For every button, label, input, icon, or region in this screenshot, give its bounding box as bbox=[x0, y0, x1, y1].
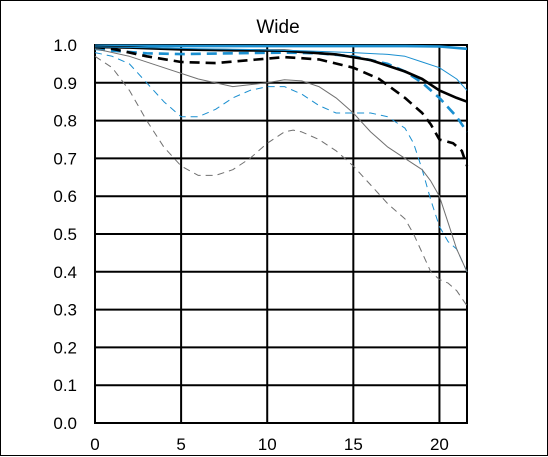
series-line bbox=[94, 52, 468, 273]
y-tick-label: 0.3 bbox=[53, 301, 77, 320]
series-line bbox=[95, 44, 468, 51]
series-lines bbox=[94, 44, 469, 307]
y-tick-label: 0.5 bbox=[53, 225, 77, 244]
x-tick-label: 10 bbox=[258, 435, 277, 454]
y-tick-label: 0.4 bbox=[53, 263, 77, 282]
x-tick-label: 0 bbox=[90, 435, 99, 454]
series-line bbox=[94, 48, 468, 273]
chart-title: Wide bbox=[256, 17, 299, 38]
series-line bbox=[94, 46, 468, 91]
x-tick-label: 20 bbox=[430, 435, 449, 454]
x-tick-label: 15 bbox=[344, 435, 363, 454]
y-tick-label: 0.7 bbox=[53, 149, 77, 168]
y-tick-label: 0.9 bbox=[53, 74, 77, 93]
x-tick-label: 5 bbox=[176, 435, 185, 454]
series-line bbox=[94, 55, 468, 307]
y-tick-label: 0.8 bbox=[53, 112, 77, 131]
grid-lines bbox=[94, 44, 468, 424]
series-line bbox=[94, 45, 469, 167]
series-line bbox=[94, 45, 468, 103]
y-tick-label: 0.2 bbox=[53, 338, 77, 357]
y-tick-label: 0.0 bbox=[53, 414, 77, 433]
y-tick-label: 0.1 bbox=[53, 376, 77, 395]
y-tick-label: 0.6 bbox=[53, 187, 77, 206]
y-tick-label: 1.0 bbox=[53, 36, 77, 55]
series-line bbox=[94, 47, 469, 133]
x-tick-labels: 0 5 10 15 20 bbox=[90, 435, 449, 454]
y-tick-labels: 0.0 0.1 0.2 0.3 0.4 0.5 0.6 0.7 0.8 0.9 1.0 bbox=[53, 36, 77, 433]
